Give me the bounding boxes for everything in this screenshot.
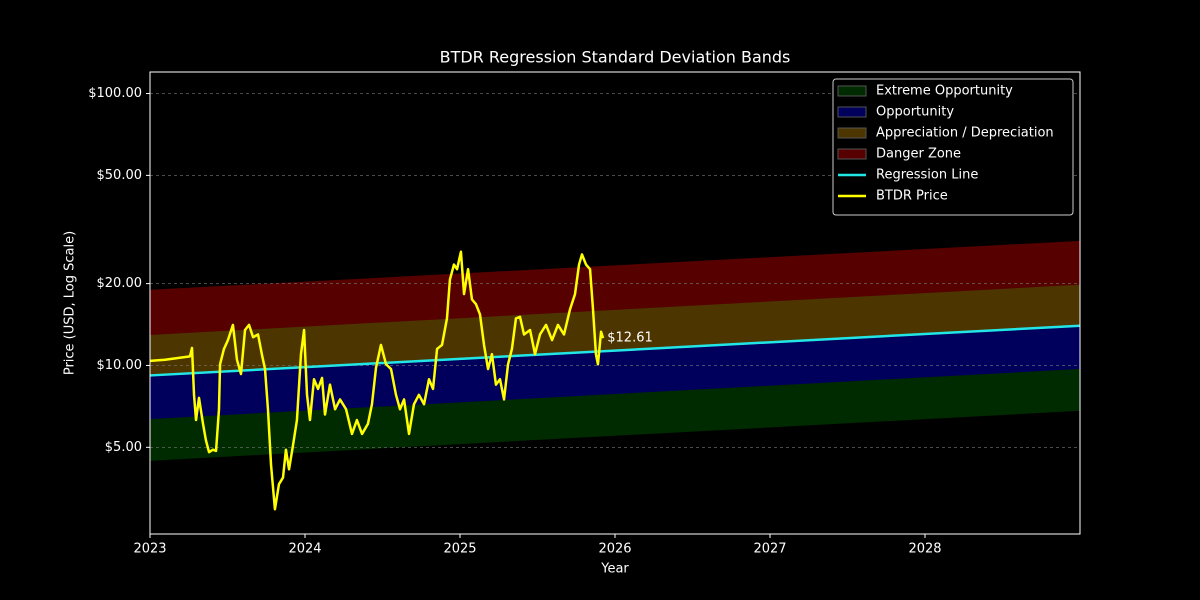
legend-box: [832, 78, 1074, 216]
x-tick-label: 2026: [598, 542, 631, 557]
y-tick-label: $10.00: [97, 358, 143, 373]
plot-frame: [149, 71, 1081, 535]
x-tick-label: 2027: [753, 542, 786, 557]
legend-swatch: [837, 85, 867, 97]
legend-label: Opportunity: [876, 105, 954, 120]
legend-swatch: [837, 148, 867, 160]
legend: Extreme Opportunity Opportunity Appreciati…: [832, 78, 1074, 216]
y-tick-label: $50.00: [97, 168, 143, 183]
annotation: $12.61: [607, 331, 653, 346]
x-tick-label: 2025: [443, 542, 476, 557]
legend-label: Appreciation / Depreciation: [876, 126, 1054, 141]
x-tick-label: 2024: [288, 542, 321, 557]
legend-label: Danger Zone: [876, 147, 961, 162]
x-tick-label: 2028: [908, 542, 941, 557]
legend-swatch: [837, 127, 867, 139]
x-tick-label: 2023: [133, 542, 166, 557]
chart-title: BTDR Regression Standard Deviation Bands: [440, 48, 791, 67]
legend-label: Regression Line: [876, 168, 978, 183]
y-axis-label: Price (USD, Log Scale): [63, 231, 78, 375]
legend-swatch: [837, 106, 867, 118]
y-tick-label: $100.00: [88, 86, 142, 101]
x-axis-label: Year: [600, 562, 629, 577]
line: [149, 250, 605, 511]
legend-label: Extreme Opportunity: [876, 84, 1013, 99]
y-tick-label: $20.00: [97, 276, 143, 291]
y-tick-label: $5.00: [105, 440, 142, 455]
legend-label: BTDR Price: [876, 189, 948, 204]
